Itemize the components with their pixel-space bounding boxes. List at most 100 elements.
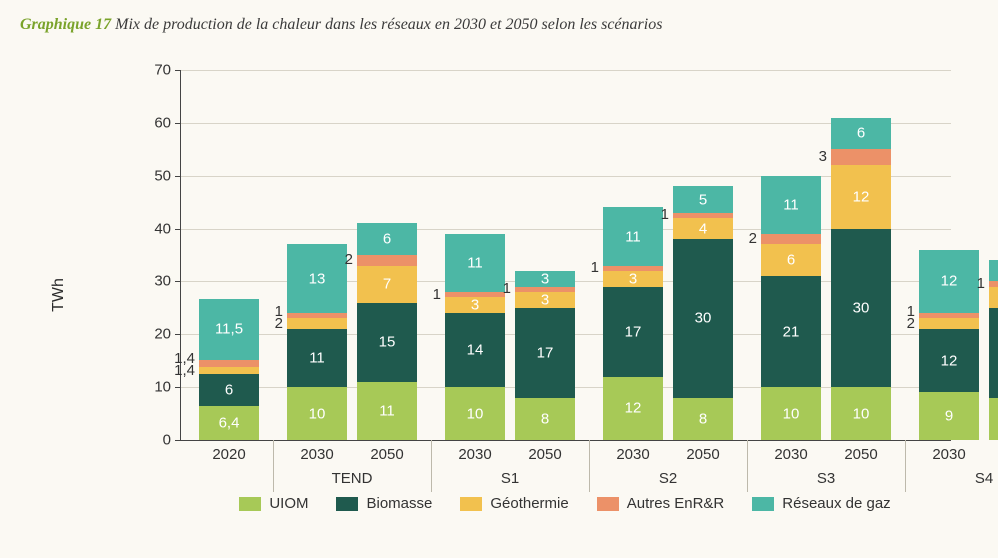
bar-segment-label: 6,4	[199, 415, 259, 432]
bar-segment-label: 30	[831, 299, 891, 316]
bar-segment-uiom: 10	[761, 387, 821, 440]
x-tick-year: 2030	[761, 446, 821, 463]
bar-segment-label: 10	[287, 405, 347, 422]
bar-segment-label: 12	[831, 188, 891, 205]
x-tick-year: 2030	[603, 446, 663, 463]
x-tick-year: 2050	[673, 446, 733, 463]
bar-segment-uiom: 9	[919, 392, 979, 440]
bar-segment-label: 1,4	[174, 350, 195, 367]
y-tick-label: 30	[154, 273, 181, 290]
legend-swatch	[239, 497, 261, 511]
bar-segment-autres	[357, 255, 417, 266]
bar-segment-biomasse: 17	[989, 308, 998, 398]
legend-swatch	[597, 497, 619, 511]
bar-segment-autres	[831, 149, 891, 165]
x-tick-year: 2050	[989, 446, 998, 463]
bar-segment-label: 30	[673, 310, 733, 327]
y-tick-label: 40	[154, 220, 181, 237]
bar-segment-label: 10	[445, 405, 505, 422]
bar-segment-biomasse: 6	[199, 374, 259, 406]
legend-item-autres: Autres EnR&R	[597, 495, 725, 512]
bar: 10112113	[287, 244, 347, 440]
bar-segment-label: 11	[445, 254, 505, 271]
x-group-label: S2	[603, 470, 733, 487]
x-tick-year: 2030	[287, 446, 347, 463]
bar-segment-uiom: 11	[357, 382, 417, 440]
bar-segment-geothermie: 3	[515, 292, 575, 308]
bar-segment-label: 3	[603, 270, 663, 287]
x-tick-year: 2030	[919, 446, 979, 463]
bar-segment-gaz: 6	[357, 223, 417, 255]
gridline	[181, 70, 951, 71]
legend-item-gaz: Réseaux de gaz	[752, 495, 890, 512]
x-group-separator	[431, 440, 432, 492]
bar-segment-geothermie	[919, 318, 979, 329]
x-group-separator	[747, 440, 748, 492]
bar-segment-label: 10	[761, 405, 821, 422]
x-group-label: S1	[445, 470, 575, 487]
bar: 10143111	[445, 234, 505, 440]
bar-segment-geothermie: 3	[445, 297, 505, 313]
legend-label: Biomasse	[366, 495, 432, 512]
bar-segment-label: 9	[919, 408, 979, 425]
bar-segment-geothermie: 6	[761, 244, 821, 276]
legend: UIOMBiomasseGéothermieAutres EnR&RRéseau…	[180, 495, 950, 512]
legend-item-biomasse: Biomasse	[336, 495, 432, 512]
bar-segment-gaz: 12	[919, 250, 979, 313]
bar-segment-autres	[287, 313, 347, 318]
bar-segment-label: 11	[603, 228, 663, 245]
bar-segment-gaz: 11,5	[199, 299, 259, 360]
y-tick-label: 10	[154, 379, 181, 396]
bar-segment-autres	[515, 287, 575, 292]
bar-segment-label: 12	[603, 400, 663, 417]
bar-segment-label: 6	[199, 382, 259, 399]
bar-segment-label: 4	[989, 289, 998, 306]
x-tick-year: 2020	[199, 446, 259, 463]
bar-segment-label: 3	[515, 291, 575, 308]
x-tick-year: 2050	[357, 446, 417, 463]
y-tick-label: 20	[154, 326, 181, 343]
bar-segment-geothermie: 7	[357, 266, 417, 303]
bar-segment-label: 10	[831, 405, 891, 422]
chart-title-prefix: Graphique 17	[20, 16, 111, 33]
bar-segment-label: 8	[515, 410, 575, 427]
bar-segment-geothermie	[287, 318, 347, 329]
bar-segment-autres	[199, 360, 259, 367]
bar-segment-uiom: 10	[287, 387, 347, 440]
bar-segment-label: 12	[919, 273, 979, 290]
bar-segment-biomasse: 12	[919, 329, 979, 392]
bar-segment-label: 1,4	[174, 362, 195, 379]
bar-segment-label: 15	[357, 334, 417, 351]
bar-segment-uiom: 12	[603, 377, 663, 440]
bar-segment-label: 3	[445, 297, 505, 314]
bar-segment-biomasse: 14	[445, 313, 505, 387]
bar-segment-label: 4	[989, 262, 998, 279]
bar-segment-label: 2	[275, 315, 283, 332]
bar-segment-label: 17	[603, 323, 663, 340]
bar-segment-label: 4	[673, 220, 733, 237]
bar-segment-label: 11	[357, 402, 417, 419]
bar-segment-uiom: 8	[673, 398, 733, 440]
bar-segment-biomasse: 30	[673, 239, 733, 398]
chart-title: Graphique 17 Mix de production de la cha…	[20, 14, 978, 36]
bar-segment-label: 11	[287, 350, 347, 367]
bar-segment-geothermie: 4	[673, 218, 733, 239]
x-group-label: S3	[761, 470, 891, 487]
bar-segment-label: 12	[919, 352, 979, 369]
legend-swatch	[336, 497, 358, 511]
bar-segment-uiom: 10	[831, 387, 891, 440]
plot-area: 0102030405060706,461,41,411,520201011211…	[180, 70, 951, 441]
bar: 830415	[673, 186, 733, 440]
bar-segment-biomasse: 17	[603, 287, 663, 377]
bar: 10216211	[761, 176, 821, 440]
bar: 9122112	[919, 250, 979, 440]
y-tick-label: 0	[163, 432, 181, 449]
bar-segment-gaz: 11	[603, 207, 663, 265]
bar-segment-label: 6	[831, 125, 891, 142]
bar-segment-label: 5	[673, 191, 733, 208]
x-tick-year: 2050	[515, 446, 575, 463]
bar-segment-label: 1	[591, 259, 599, 276]
x-group-separator	[589, 440, 590, 492]
y-tick-label: 60	[154, 114, 181, 131]
bar-segment-geothermie: 12	[831, 165, 891, 228]
